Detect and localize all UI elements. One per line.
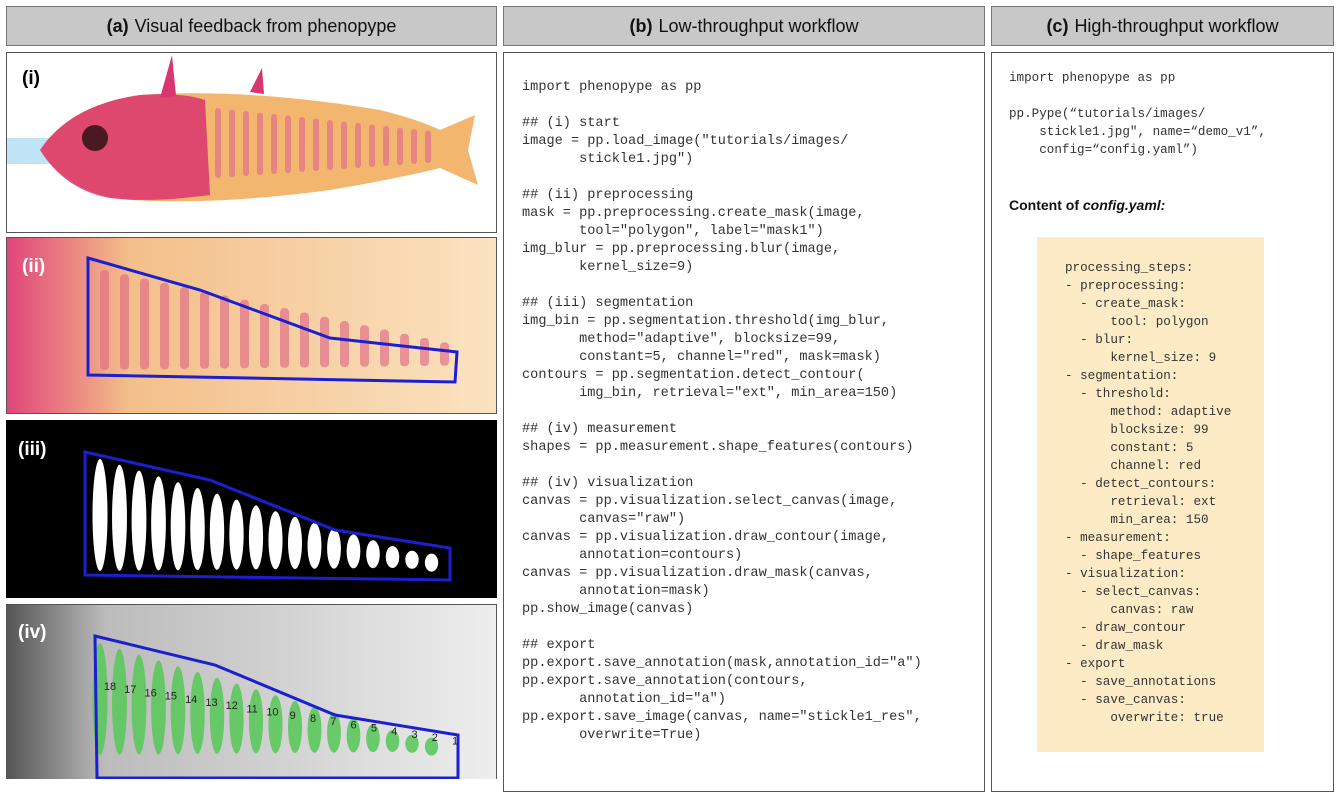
stripe bbox=[271, 114, 277, 174]
contour-number: 18 bbox=[104, 681, 116, 693]
stripe bbox=[300, 313, 309, 368]
stripe bbox=[229, 110, 235, 178]
contour-number: 14 bbox=[185, 694, 197, 706]
image-label: (iii) bbox=[18, 439, 47, 460]
blob bbox=[171, 482, 186, 570]
stripe bbox=[383, 126, 389, 166]
stripe bbox=[369, 125, 375, 168]
blob bbox=[112, 465, 127, 571]
blob bbox=[210, 494, 224, 570]
stripe bbox=[299, 117, 305, 172]
contour-number: 13 bbox=[205, 697, 217, 709]
blob bbox=[268, 695, 282, 753]
stripe bbox=[327, 120, 333, 170]
blob bbox=[249, 505, 263, 569]
stripe bbox=[280, 308, 289, 368]
contour-number: 7 bbox=[330, 716, 336, 728]
blob bbox=[288, 517, 302, 569]
fish-eye bbox=[82, 125, 108, 151]
stripe bbox=[440, 342, 449, 366]
blob bbox=[425, 554, 438, 572]
stripe bbox=[160, 283, 169, 370]
page: {"panel_a": {"label": "(a)", "title": "V… bbox=[0, 0, 1338, 779]
stripe bbox=[380, 330, 389, 367]
stripe bbox=[215, 108, 221, 178]
contour-number: 1 bbox=[452, 735, 458, 747]
stripe bbox=[355, 123, 361, 168]
blob bbox=[405, 551, 418, 569]
stripe bbox=[240, 300, 249, 369]
blob bbox=[229, 684, 243, 754]
stripe bbox=[220, 296, 229, 369]
blob bbox=[93, 459, 108, 571]
blob bbox=[268, 511, 282, 569]
contour-number: 17 bbox=[124, 684, 136, 696]
stripe bbox=[360, 325, 369, 367]
stripe bbox=[200, 291, 209, 369]
stripe bbox=[340, 321, 349, 367]
stripe bbox=[257, 113, 263, 176]
blob bbox=[327, 529, 341, 569]
stripe bbox=[100, 270, 109, 370]
contour-number: 12 bbox=[226, 700, 238, 712]
stripe bbox=[420, 338, 429, 366]
blob bbox=[190, 672, 205, 754]
blob bbox=[288, 701, 302, 753]
contour-number: 8 bbox=[310, 713, 316, 725]
blob bbox=[190, 488, 205, 570]
contour-number: 6 bbox=[351, 719, 357, 731]
blob bbox=[366, 540, 380, 568]
contour-number: 3 bbox=[411, 729, 417, 741]
stripe bbox=[411, 129, 417, 164]
contour-number: 2 bbox=[432, 732, 438, 744]
stripe bbox=[120, 274, 129, 370]
blob bbox=[151, 660, 166, 754]
blob bbox=[347, 534, 361, 568]
contour-number: 4 bbox=[391, 726, 397, 738]
image-frame bbox=[7, 238, 497, 414]
stripe bbox=[397, 128, 403, 166]
stripe bbox=[243, 111, 249, 176]
image-frame bbox=[7, 605, 497, 780]
blob bbox=[132, 655, 147, 755]
stripe bbox=[341, 122, 347, 170]
stripe bbox=[313, 119, 319, 172]
blob bbox=[249, 689, 263, 753]
image-label: (iv) bbox=[18, 622, 47, 643]
stripe bbox=[180, 287, 189, 369]
image-frame bbox=[6, 420, 497, 598]
contour-number: 16 bbox=[144, 687, 156, 699]
stripe bbox=[285, 116, 291, 174]
image-label: (i) bbox=[22, 68, 40, 89]
blob bbox=[386, 546, 400, 568]
contour-number: 15 bbox=[165, 691, 177, 703]
blob bbox=[132, 471, 147, 571]
blob bbox=[171, 666, 186, 754]
blob bbox=[210, 678, 224, 754]
contour-number: 9 bbox=[290, 710, 296, 722]
blob bbox=[229, 500, 243, 570]
stripe bbox=[400, 334, 409, 367]
stripe bbox=[425, 131, 431, 164]
image-panels: (i) (ii) (iii) 1817161514131211109876543… bbox=[0, 0, 1338, 779]
blob bbox=[112, 649, 127, 755]
blob bbox=[308, 523, 322, 569]
contour-number: 10 bbox=[266, 707, 278, 719]
contour-number: 5 bbox=[371, 723, 377, 735]
stripe bbox=[140, 279, 149, 370]
contour-number: 11 bbox=[246, 703, 257, 715]
blob bbox=[151, 476, 166, 570]
stripe bbox=[320, 317, 329, 368]
image-label: (ii) bbox=[22, 256, 45, 277]
